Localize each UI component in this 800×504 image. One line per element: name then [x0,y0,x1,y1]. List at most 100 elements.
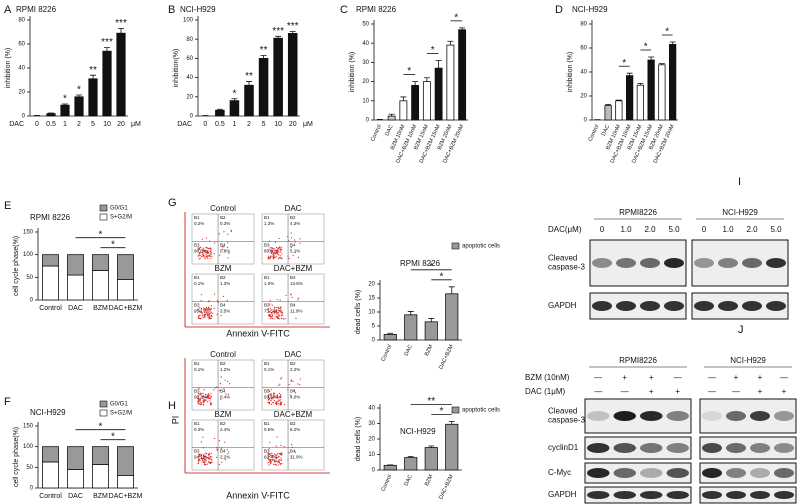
flow-event [271,304,273,306]
flow-event [205,250,207,252]
panel-letter: G [168,197,177,209]
flow-event [200,311,202,313]
flow-event [203,455,205,457]
flow-event [209,247,211,249]
flow-event [202,397,204,400]
flow-event [204,399,206,401]
y-tick-label: 0 [372,338,376,344]
error-bar [448,286,455,294]
blot-band [616,301,636,311]
flow-event [197,308,199,310]
flow-event [268,315,271,317]
flow-event [205,457,208,459]
condition-level: — [594,373,602,382]
flow-event [209,308,211,310]
error-bar [118,28,124,34]
flow-event [278,237,280,240]
flow-event [209,310,211,312]
flow-event [200,294,202,296]
flow-event [276,298,278,301]
bar [458,29,467,121]
flow-event [276,313,278,315]
flow-event [269,300,271,302]
quadrant-name: B3 [194,389,200,394]
quadrant-name: B4 [220,243,226,248]
flow-event [210,305,213,307]
bar [422,81,431,121]
flow-event [216,300,218,302]
flow-event [279,314,281,316]
flow-event [291,296,293,298]
legend-label: G0/G1 [110,402,128,408]
blot-band [666,468,689,478]
flow-event [283,404,286,406]
blot-band [726,468,746,478]
flow-event [292,380,294,383]
flow-event [290,443,293,446]
blot-band [664,258,684,268]
condition-level: + [758,387,763,396]
quadrant-name: B3 [264,449,270,454]
flow-event [200,458,202,460]
x-tick-label: BZM [424,344,435,357]
y-tick-label: 40 [368,406,375,412]
error-bar [407,311,414,315]
bar [445,293,459,341]
flow-event [200,300,202,302]
blot-band [613,468,636,478]
flow-event [278,318,280,320]
flow-event [299,238,301,240]
flow-event [279,403,281,405]
flow-event [271,398,273,400]
x-tick-label: DAC+BZM [438,344,455,371]
flow-event [278,384,280,386]
flow-event [270,461,272,463]
blot-band [702,468,722,478]
flow-event [271,459,274,461]
flow-event [279,251,281,253]
flow-event [205,456,207,458]
blot-band [750,443,770,453]
flow-event [203,389,205,391]
quadrant-name: B2 [220,215,226,220]
y-axis-label: dead cells (%) [355,290,362,334]
bar-segment [92,270,109,301]
flow-event [275,247,278,249]
quadrant-percent: 1.2% [220,367,230,372]
flow-event [204,307,206,310]
flow-event [283,318,285,320]
flow-event [202,399,205,401]
y-axis-label: PI [170,416,180,425]
flow-event [267,459,270,461]
y-axis-label: cell cycle phase(%) [13,427,20,487]
flow-event [267,461,269,464]
y-tick-label: 40 [186,75,193,81]
condition-label: DAC (1μM) [525,387,566,396]
quadrant-percent: 4.3% [290,221,300,226]
flow-event [270,251,272,253]
y-tick-label: 5 [372,324,376,330]
flow-event [267,454,269,456]
flow-event [198,258,200,260]
blot-band [702,411,722,421]
flow-plot [261,359,325,411]
flow-event [208,460,210,463]
flow-event [279,299,281,301]
flow-event [290,394,292,396]
flow-event [274,241,277,243]
flow-event [198,253,200,255]
blot-band [694,301,714,311]
flow-event [205,311,208,313]
flow-event [268,397,270,399]
chart-title: RPMI 8226 [16,5,57,14]
flow-event [204,258,206,260]
flow-event [268,258,270,260]
flow-event [202,314,204,316]
significance-label: *** [287,21,299,32]
error-bar [428,445,435,448]
flow-event [206,313,208,315]
flow-event [277,249,279,251]
flow-event [290,455,292,457]
blot-band [587,411,610,421]
group-header: RPMI8226 [619,208,657,217]
